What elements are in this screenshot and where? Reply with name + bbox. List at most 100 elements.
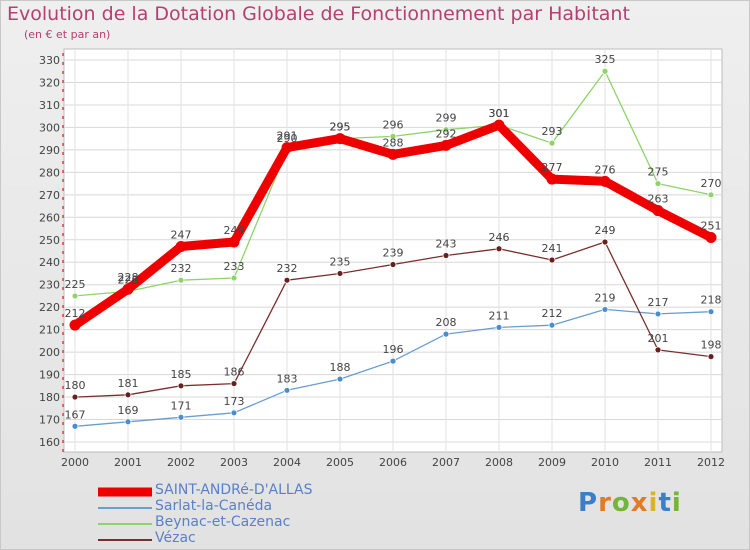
x-tick-label: 2007: [432, 456, 460, 469]
data-point: [124, 418, 132, 426]
data-point: [495, 245, 503, 253]
data-label: 277: [542, 161, 563, 174]
data-label: 243: [436, 237, 457, 250]
x-tick-label: 2010: [591, 456, 619, 469]
x-tick-label: 2006: [379, 456, 407, 469]
data-label: 198: [701, 339, 722, 352]
data-label: 233: [224, 260, 245, 273]
x-tick-label: 2002: [167, 456, 195, 469]
data-point: [281, 142, 293, 154]
data-point: [548, 321, 556, 329]
data-point: [283, 276, 291, 284]
data-label: 208: [436, 316, 457, 329]
legend-swatch: [98, 523, 152, 525]
x-tick-label: 2003: [220, 456, 248, 469]
data-point: [442, 252, 450, 259]
legend-swatch: [98, 539, 152, 541]
data-point: [69, 319, 81, 331]
y-tick-label: 270: [39, 189, 60, 202]
data-label: 295: [330, 121, 351, 134]
data-point: [177, 382, 185, 390]
data-label: 228: [118, 271, 139, 284]
data-label: 301: [489, 107, 510, 120]
data-point: [705, 232, 717, 244]
data-point: [601, 306, 609, 313]
data-label: 225: [65, 278, 86, 291]
data-label: 292: [436, 127, 457, 140]
data-point: [548, 256, 556, 264]
y-tick-label: 170: [39, 414, 60, 427]
data-label: 173: [224, 395, 245, 408]
x-tick-label: 2009: [538, 456, 566, 469]
y-tick-label: 230: [39, 279, 60, 292]
data-label: 275: [648, 166, 669, 179]
y-tick-label: 160: [39, 436, 60, 449]
data-label: 212: [542, 307, 563, 320]
data-point: [546, 173, 558, 185]
y-tick-label: 210: [39, 324, 60, 337]
data-label: 299: [436, 112, 457, 125]
data-label: 167: [65, 408, 86, 421]
x-tick-label: 2011: [644, 456, 672, 469]
data-point: [336, 270, 344, 277]
data-point: [124, 391, 132, 399]
data-label: 188: [330, 361, 351, 374]
data-label: 325: [595, 53, 616, 66]
data-label: 276: [595, 163, 616, 176]
data-label: 228: [118, 273, 139, 286]
data-label: 263: [648, 193, 669, 206]
x-tick-label: 2001: [114, 456, 142, 469]
data-point: [601, 67, 609, 75]
x-tick-label: 2004: [273, 456, 301, 469]
data-label: 201: [648, 332, 669, 345]
data-label: 217: [648, 296, 669, 309]
legend-swatch: [98, 487, 152, 497]
legend-swatch: [98, 507, 152, 509]
data-point: [334, 133, 346, 145]
data-label: 249: [595, 224, 616, 237]
data-point: [601, 238, 609, 246]
data-label: 295: [330, 121, 351, 134]
data-label: 301: [489, 107, 510, 120]
y-tick-label: 200: [39, 346, 60, 359]
data-point: [177, 276, 185, 284]
x-tick-label: 2008: [485, 456, 513, 469]
data-point: [71, 422, 79, 430]
data-label: 211: [489, 309, 510, 322]
data-point: [389, 261, 397, 268]
data-point: [177, 413, 185, 421]
y-tick-label: 320: [39, 76, 60, 89]
data-point: [389, 357, 397, 365]
data-point: [652, 205, 664, 217]
data-label: 235: [330, 255, 351, 268]
data-label: 270: [701, 177, 722, 190]
data-point: [654, 346, 662, 354]
data-label: 218: [701, 294, 722, 307]
y-tick-label: 220: [39, 301, 60, 314]
data-point: [442, 330, 450, 338]
data-point: [230, 409, 238, 417]
data-point: [548, 139, 556, 147]
y-tick-label: 180: [39, 391, 60, 404]
y-tick-label: 260: [39, 211, 60, 224]
y-tick-label: 330: [39, 54, 60, 67]
data-label: 246: [489, 231, 510, 244]
data-point: [336, 375, 344, 383]
data-point: [230, 274, 238, 282]
data-label: 181: [118, 377, 139, 390]
x-tick-label: 2000: [61, 456, 89, 469]
data-point: [707, 308, 715, 316]
data-label: 185: [171, 368, 192, 381]
data-point: [389, 132, 397, 140]
data-label: 293: [542, 125, 563, 138]
x-tick-label: 2005: [326, 456, 354, 469]
data-label: 186: [224, 366, 245, 379]
data-label: 232: [171, 262, 192, 275]
data-label: 196: [383, 343, 404, 356]
y-tick-label: 290: [39, 144, 60, 157]
chart-subtitle: (en € et par an): [24, 28, 111, 41]
data-point: [387, 148, 399, 160]
data-point: [442, 126, 450, 134]
data-point: [495, 323, 503, 331]
